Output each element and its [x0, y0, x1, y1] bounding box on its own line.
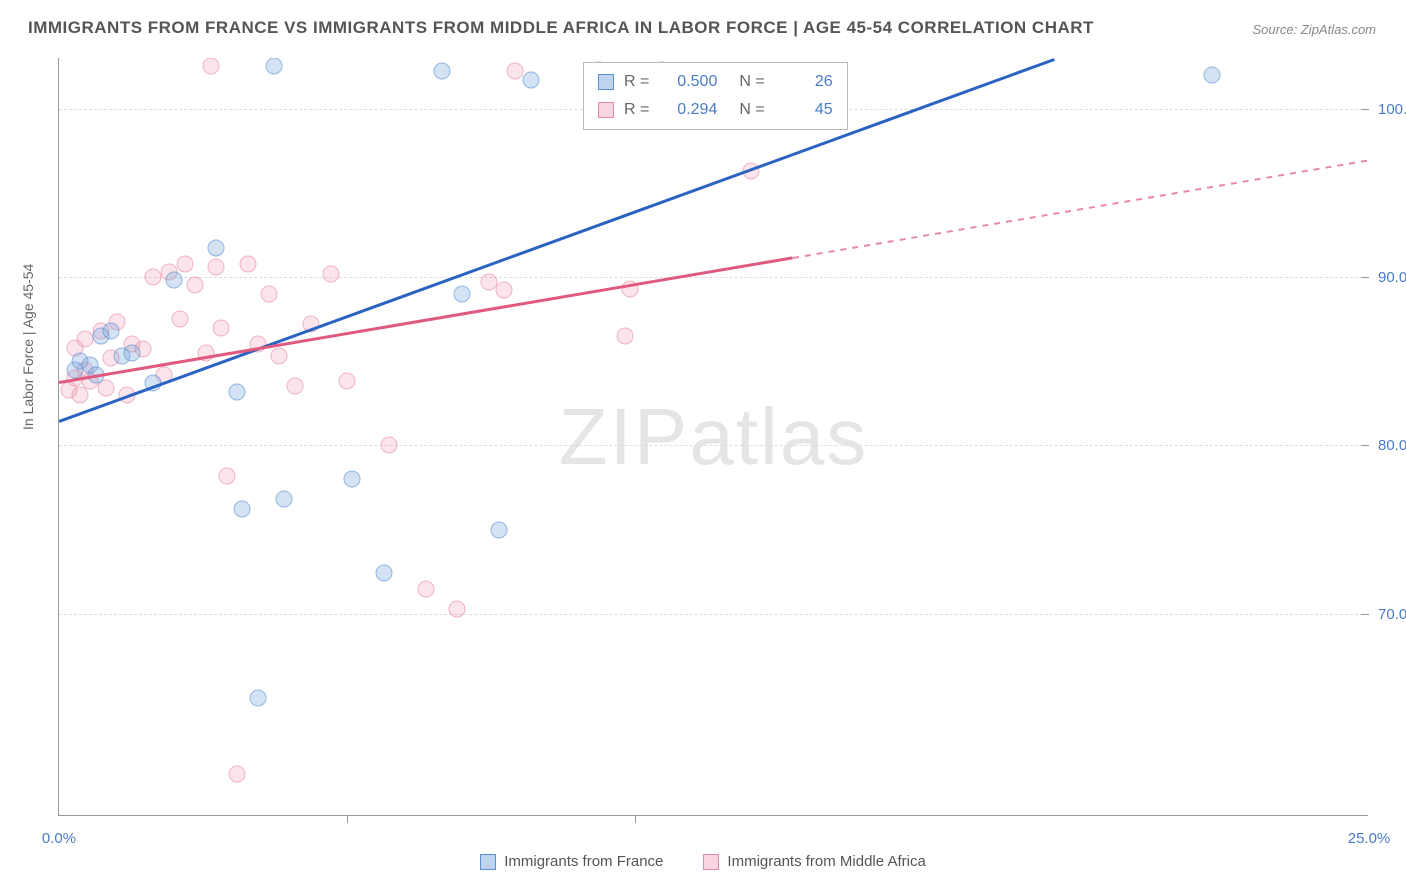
france-r-value: 0.500	[659, 68, 717, 96]
trend-lines	[59, 58, 1368, 815]
plot-area: ZIPatlas R = 0.500 N = 26 R = 0.294 N = …	[58, 58, 1368, 816]
correlation-stats-box: R = 0.500 N = 26 R = 0.294 N = 45	[583, 62, 848, 130]
france-swatch-icon	[598, 74, 614, 90]
r-label: R =	[624, 68, 649, 96]
legend-item-france: Immigrants from France	[480, 853, 663, 870]
bottom-legend: Immigrants from France Immigrants from M…	[0, 853, 1406, 870]
legend-label-middle-africa: Immigrants from Middle Africa	[727, 853, 925, 870]
chart-title: IMMIGRANTS FROM FRANCE VS IMMIGRANTS FRO…	[28, 18, 1094, 38]
legend-label-france: Immigrants from France	[504, 853, 663, 870]
france-n-value: 26	[775, 68, 833, 96]
n-label: N =	[739, 68, 764, 96]
legend-item-middle-africa: Immigrants from Middle Africa	[703, 853, 925, 870]
middle-africa-swatch-icon	[703, 854, 719, 870]
france-swatch-icon	[480, 854, 496, 870]
source-attribution: Source: ZipAtlas.com	[1252, 22, 1376, 37]
stats-row-france: R = 0.500 N = 26	[598, 68, 833, 96]
y-axis-label: In Labor Force | Age 45-54	[20, 264, 36, 430]
